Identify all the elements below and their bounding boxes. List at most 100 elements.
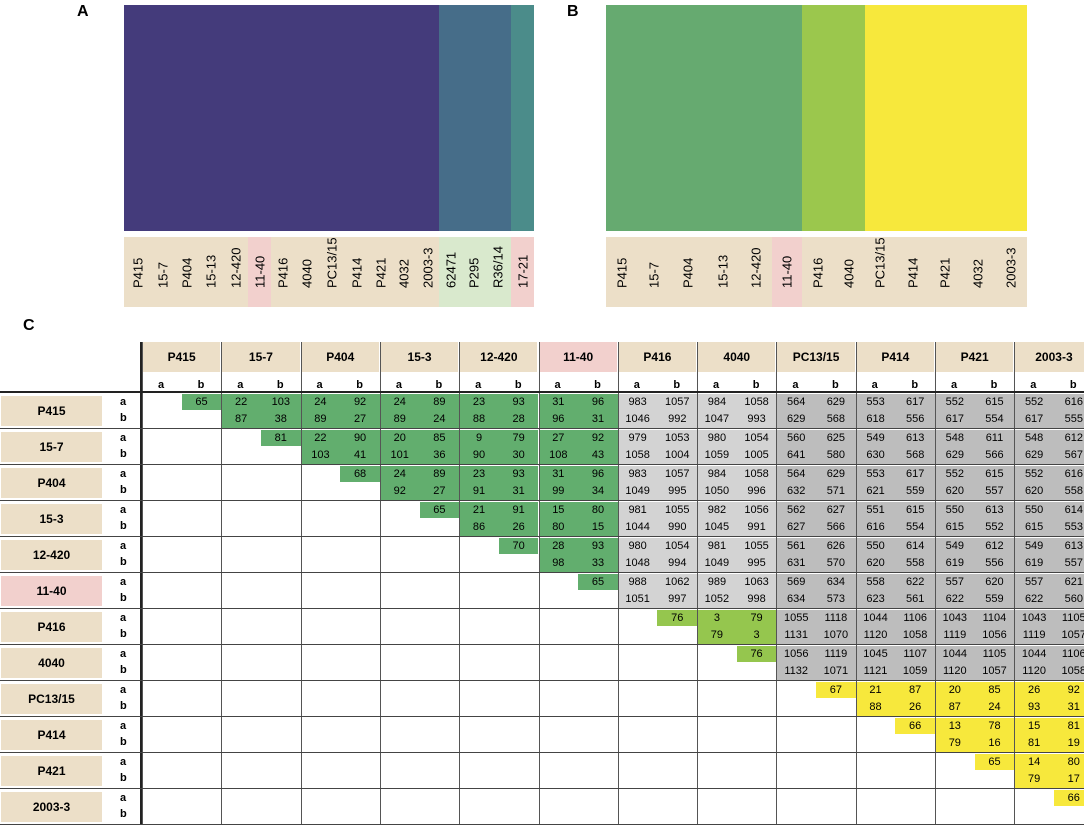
row-subrow-label: b [120,484,127,496]
heatmap-group-bar-2 [802,5,865,231]
strain-label-cell: 11-40 [771,237,803,307]
row-subrow-label: a [120,756,127,768]
matrix-cell: 27 [340,411,380,428]
matrix-cell: 621 [1053,574,1084,591]
column-header: 15-7 [222,342,300,372]
matrix-cell: 559 [895,483,935,500]
matrix-cell: 3 [736,627,777,644]
matrix-cell: 560 [776,430,817,447]
diagonal-cell: 70 [498,538,539,554]
matrix-cell: 620 [974,574,1015,591]
matrix-cell: 988 [617,574,658,591]
row-header: 15-3 [1,504,102,534]
strain-label: 15-13 [203,254,219,288]
matrix-cell: 1057 [657,466,698,483]
matrix-cell: 24 [300,394,341,411]
matrix-cell: 996 [736,483,777,500]
matrix-cell: 612 [974,538,1015,555]
row-subrow-label: b [120,592,127,604]
row-subrow-label: a [120,468,127,480]
matrix-cell: 553 [855,466,896,483]
matrix-cell: 627 [776,519,817,536]
subcolumn-label: a [554,379,561,391]
matrix-cell: 1106 [895,610,935,627]
matrix-cell: 613 [895,430,935,447]
matrix-cell: 615 [895,502,935,519]
matrix-cell: 1071 [816,663,856,680]
matrix-cell: 561 [895,591,935,608]
strain-label: 11-40 [252,255,268,288]
row-subrow-label: b [120,556,127,568]
matrix-cell: 634 [776,591,817,608]
matrix-cell: 554 [974,411,1015,428]
matrix-cell: 31 [1053,699,1084,716]
panel-a-bars [124,5,534,231]
matrix-cell: 1057 [974,663,1015,680]
matrix-cell: 573 [816,591,856,608]
matrix-cell: 88 [459,411,499,428]
panel-b-bars [606,5,1027,231]
matrix-cell: 618 [855,411,896,428]
matrix-cell: 87 [221,411,261,428]
matrix-cell: 564 [776,466,817,483]
matrix-cell: 995 [657,483,698,500]
strain-label: 12-420 [228,247,244,288]
matrix-cell: 567 [1053,447,1084,464]
heatmap-group-bar-3 [864,5,1027,231]
diagonal-cell: 76 [657,610,698,626]
diagonal-cell: 66 [895,718,935,734]
diagonal-cell: 81 [260,430,301,446]
matrix-cell: 26 [895,699,935,716]
matrix-cell: 103 [300,447,341,464]
matrix-cell: 982 [697,502,737,519]
matrix-cell: 616 [855,519,896,536]
matrix-cell: 93 [578,538,618,555]
matrix-cell: 1057 [1053,627,1084,644]
grid-vline [1014,342,1016,825]
matrix-cell: 1118 [816,610,856,627]
strain-label-cell: 15-13 [198,237,223,307]
column-header: 12-420 [460,342,538,372]
matrix-cell: 1121 [855,663,896,680]
row-subrow-label: a [120,720,127,732]
matrix-cell: 1063 [736,574,777,591]
matrix-cell: 1055 [657,502,698,519]
strain-label-cell: P421 [368,237,393,307]
matrix-cell: 24 [379,394,420,411]
matrix-cell: 1059 [697,447,737,464]
row-subrow-label: b [120,772,127,784]
matrix-cell: 1058 [1053,663,1084,680]
diagonal-cell: 65 [974,754,1015,770]
matrix-cell: 552 [1014,394,1054,411]
matrix-cell: 557 [1053,555,1084,572]
matrix-cell: 611 [974,430,1015,447]
grid-vline [142,342,143,825]
matrix-cell: 92 [578,430,618,447]
matrix-cell: 86 [459,519,499,536]
grid-vline [459,342,461,825]
matrix-cell: 998 [736,591,777,608]
row-subrow-label: b [120,628,127,640]
matrix-cell: 1050 [697,483,737,500]
matrix-cell: 1043 [1014,610,1054,627]
matrix-cell: 554 [895,519,935,536]
matrix-cell: 9 [459,430,499,447]
matrix-cell: 990 [657,519,698,536]
matrix-cell: 16 [974,735,1015,752]
column-header: 15-3 [380,342,459,372]
matrix-cell: 1120 [855,627,896,644]
matrix-cell: 629 [816,466,856,483]
matrix-cell: 552 [935,394,975,411]
heatmap-group-bar-3 [511,5,534,231]
matrix-cell: 980 [697,430,737,447]
matrix-cell: 615 [1014,519,1054,536]
row-subrow-label: a [120,684,127,696]
subcolumn-label: a [871,379,878,391]
strain-label-cell: P295 [462,237,486,307]
panel-a-heatmap: P415 15-7 P404 15-13 12-420 11-40 P416 4040 PC13… [124,5,534,307]
matrix-cell: 28 [498,411,539,428]
matrix-cell: 1005 [736,447,777,464]
strain-label: PC13/15 [324,237,340,288]
matrix-cell: 89 [379,411,420,428]
matrix-cell: 549 [1014,538,1054,555]
